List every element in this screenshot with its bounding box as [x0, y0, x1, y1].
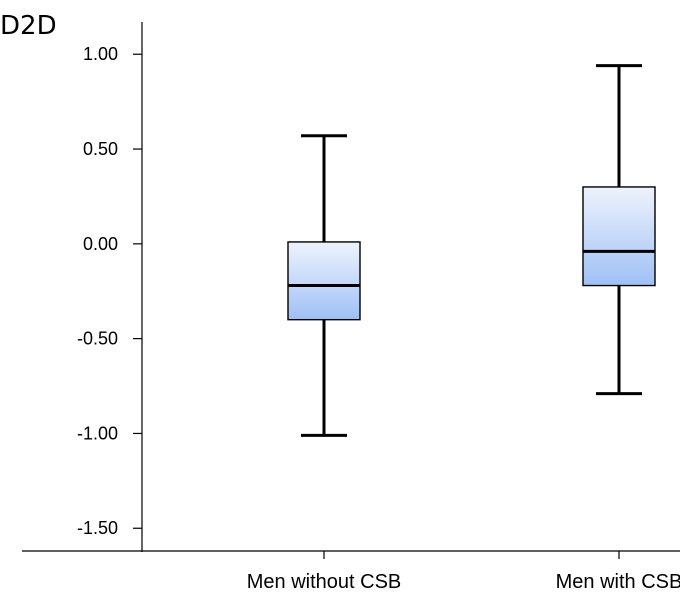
box-group — [582, 64, 656, 396]
x-axis-categories: Men without CSB Men with CSB — [247, 551, 680, 593]
y-axis-ticks: 1.00 0.50 0.00 -0.50 -1.00 -1.50 — [77, 44, 142, 538]
y-tick-label: 0.50 — [83, 139, 118, 159]
chart-title: D2D — [0, 11, 57, 41]
iqr-box — [582, 186, 656, 287]
y-tick-label: 1.00 — [83, 44, 118, 64]
y-tick-label: -1.00 — [77, 423, 118, 443]
y-tick-label: -1.50 — [77, 518, 118, 538]
iqr-box — [287, 241, 361, 321]
axes — [22, 22, 680, 552]
y-tick-label: -0.50 — [77, 329, 118, 349]
x-category-label: Men with CSB — [556, 571, 680, 592]
box-series — [287, 64, 656, 437]
y-tick-label: 0.00 — [83, 234, 118, 254]
box-group — [287, 134, 361, 437]
x-category-label: Men without CSB — [247, 571, 402, 592]
